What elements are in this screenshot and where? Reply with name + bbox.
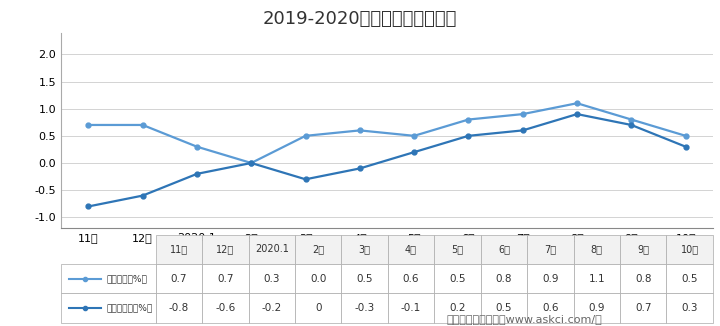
Bar xyxy=(202,293,248,323)
Bar xyxy=(341,235,388,264)
Bar xyxy=(295,293,341,323)
Bar xyxy=(388,293,434,323)
Text: 0.6: 0.6 xyxy=(402,274,419,284)
Text: 8月: 8月 xyxy=(590,244,603,254)
Bar xyxy=(388,235,434,264)
Text: 0.5: 0.5 xyxy=(495,303,512,313)
Text: 0.7: 0.7 xyxy=(217,274,233,284)
Text: 0.5: 0.5 xyxy=(681,274,698,284)
Bar xyxy=(620,264,667,293)
Text: 5月: 5月 xyxy=(451,244,464,254)
Text: -0.3: -0.3 xyxy=(354,303,374,313)
Text: -0.2: -0.2 xyxy=(261,303,282,313)
Text: 0.2: 0.2 xyxy=(449,303,466,313)
Text: 0.5: 0.5 xyxy=(449,274,466,284)
Bar xyxy=(667,293,713,323)
Text: 2019-2020年西安房价指数走势: 2019-2020年西安房价指数走势 xyxy=(263,10,457,28)
Bar xyxy=(341,264,388,293)
Text: 0.6: 0.6 xyxy=(542,303,559,313)
Bar xyxy=(481,293,527,323)
Text: 0.8: 0.8 xyxy=(635,274,652,284)
Bar xyxy=(620,293,667,323)
Bar xyxy=(574,235,620,264)
Text: 4月: 4月 xyxy=(405,244,417,254)
Text: 二手房环比（%）: 二手房环比（%） xyxy=(107,304,153,313)
Text: 0.7: 0.7 xyxy=(635,303,652,313)
Text: -0.8: -0.8 xyxy=(168,303,189,313)
Text: 6月: 6月 xyxy=(498,244,510,254)
Text: 12月: 12月 xyxy=(216,244,235,254)
Bar xyxy=(620,235,667,264)
Text: -0.1: -0.1 xyxy=(401,303,421,313)
Text: 3月: 3月 xyxy=(359,244,371,254)
Bar xyxy=(202,264,248,293)
Text: 9月: 9月 xyxy=(637,244,649,254)
Text: 制图：中商情报网（www.askci.com/）: 制图：中商情报网（www.askci.com/） xyxy=(446,314,602,324)
Bar xyxy=(667,264,713,293)
Bar xyxy=(248,264,295,293)
Text: 0: 0 xyxy=(315,303,321,313)
Bar xyxy=(527,264,574,293)
Bar xyxy=(667,235,713,264)
Bar xyxy=(434,235,481,264)
Text: 0.0: 0.0 xyxy=(310,274,326,284)
Text: 新房环比（%）: 新房环比（%） xyxy=(107,274,148,283)
Text: 0.8: 0.8 xyxy=(495,274,512,284)
Text: 2020.1: 2020.1 xyxy=(255,244,289,254)
Bar xyxy=(156,293,202,323)
Bar xyxy=(527,235,574,264)
Text: 0.7: 0.7 xyxy=(171,274,187,284)
Text: 1.1: 1.1 xyxy=(588,274,605,284)
Text: 10月: 10月 xyxy=(680,244,698,254)
Bar xyxy=(295,235,341,264)
Bar xyxy=(434,264,481,293)
Text: 11月: 11月 xyxy=(170,244,188,254)
Text: 2月: 2月 xyxy=(312,244,324,254)
Bar xyxy=(574,293,620,323)
Text: 0.3: 0.3 xyxy=(264,274,280,284)
Bar xyxy=(202,235,248,264)
Bar xyxy=(574,264,620,293)
Bar xyxy=(61,293,156,323)
Text: 7月: 7月 xyxy=(544,244,557,254)
Text: -0.6: -0.6 xyxy=(215,303,235,313)
Bar xyxy=(527,293,574,323)
Bar xyxy=(341,293,388,323)
Text: 0.3: 0.3 xyxy=(681,303,698,313)
Bar xyxy=(295,264,341,293)
Bar xyxy=(481,235,527,264)
Text: 0.9: 0.9 xyxy=(542,274,559,284)
Bar xyxy=(248,235,295,264)
Text: 0.5: 0.5 xyxy=(356,274,373,284)
Bar xyxy=(481,264,527,293)
Bar xyxy=(61,264,156,293)
Bar xyxy=(248,293,295,323)
Bar xyxy=(434,293,481,323)
Bar xyxy=(156,235,202,264)
Text: 0.9: 0.9 xyxy=(588,303,605,313)
Bar xyxy=(388,264,434,293)
Bar xyxy=(156,264,202,293)
